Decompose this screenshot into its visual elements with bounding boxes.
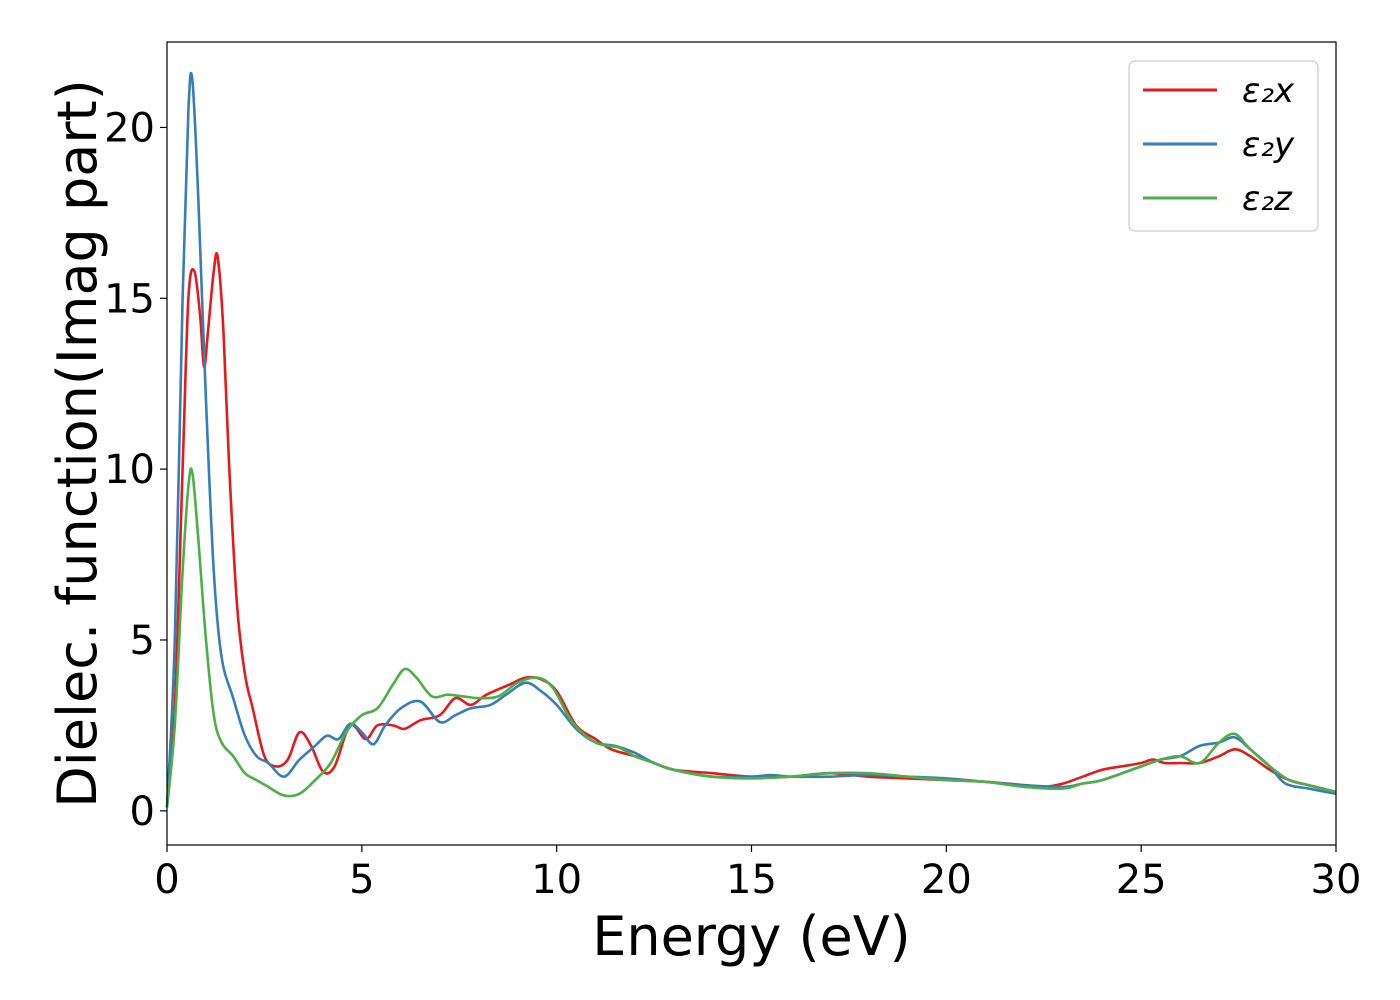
x-axis-ticks: 0 5 10 15 20 25 30 (154, 845, 1361, 903)
x-tick-label: 0 (154, 857, 179, 903)
legend-label: ε₂x (1242, 71, 1295, 111)
x-tick-label: 30 (1311, 857, 1362, 903)
y-axis-ticks: 0 5 10 15 20 (104, 105, 167, 835)
y-axis-label: Dielec. function(Imag part) (46, 79, 109, 808)
x-tick-label: 20 (921, 857, 972, 903)
y-tick-label: 0 (130, 789, 155, 835)
plot-lines (165, 71, 1337, 808)
x-tick-label: 15 (726, 857, 777, 903)
y-tick-label: 15 (104, 276, 155, 322)
y-tick-label: 5 (130, 618, 155, 664)
x-tick-label: 10 (531, 857, 582, 903)
series-line-2 (165, 467, 1337, 808)
x-tick-label: 5 (349, 857, 374, 903)
x-axis-label: Energy (eV) (592, 905, 911, 968)
legend-label: ε₂z (1242, 179, 1293, 219)
x-tick-label: 25 (1116, 857, 1167, 903)
legend-box (1128, 60, 1319, 232)
legend-label: ε₂y (1242, 125, 1295, 165)
y-tick-label: 10 (104, 447, 155, 493)
y-tick-label: 20 (104, 105, 155, 151)
series-line-0 (165, 252, 1337, 808)
legend: ε₂x ε₂y ε₂z (1128, 60, 1319, 232)
